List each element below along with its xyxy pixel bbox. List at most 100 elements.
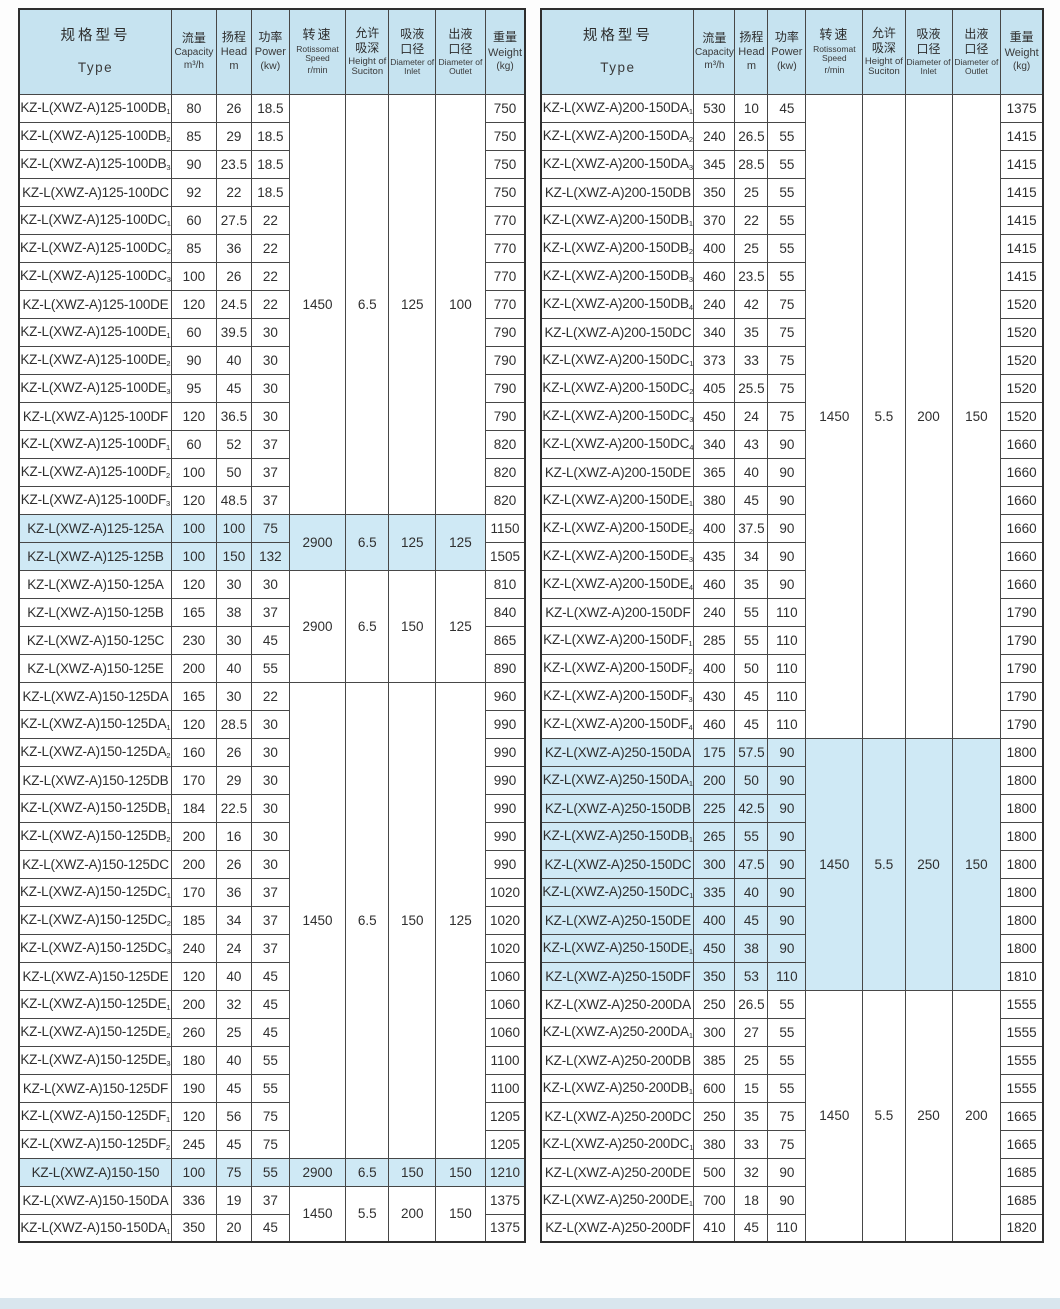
table-row: KZ-L(XWZ-A)125-100DF1 60 52 37 820 (18, 429, 526, 459)
type-subscript: 1 (166, 1115, 171, 1124)
head-cell: 16 (215, 821, 253, 851)
power-cell: 110 (767, 961, 807, 991)
weight-cell: 1375 (484, 1213, 526, 1243)
head-cell: 100 (215, 513, 253, 543)
capacity-cell: 350 (693, 177, 736, 207)
head-cell: 35 (734, 317, 769, 347)
weight-cell: 820 (484, 429, 526, 459)
power-cell: 30 (251, 373, 290, 403)
weight-cell: 1800 (1000, 905, 1044, 935)
type-subscript: 1 (688, 947, 693, 956)
col-header-power: 功率 Power (kw) (251, 8, 290, 95)
head-cell: 19 (215, 1185, 253, 1215)
weight-cell: 750 (484, 177, 526, 207)
type-subscript: 1 (688, 1087, 693, 1096)
power-cell: 30 (251, 569, 290, 599)
weight-cell: 1505 (484, 541, 526, 571)
type-cell: KZ-L(XWZ-A)250-150DE (540, 905, 695, 935)
type-cell: KZ-L(XWZ-A)150-150DA1 (18, 1213, 172, 1243)
type-subscript: 1 (166, 331, 171, 340)
table-row: KZ-L(XWZ-A)150-125DC2 185 34 37 1020 (18, 905, 526, 935)
weight-cell: 750 (484, 121, 526, 151)
head-cell: 30 (215, 625, 253, 655)
table-row: KZ-L(XWZ-A)200-150DF1 285 55 110 1790 (540, 625, 1044, 655)
col-header-outlet-hcn: 出液口径 (964, 27, 989, 56)
type-subscript: 1 (166, 219, 171, 228)
capacity-cell: 365 (693, 457, 736, 487)
capacity-cell: 240 (693, 121, 736, 151)
capacity-cell: 230 (170, 625, 217, 655)
weight-cell: 1020 (484, 905, 526, 935)
table-row: KZ-L(XWZ-A)200-150DC 340 35 75 1520 (540, 317, 1044, 347)
head-cell: 22 (215, 177, 253, 207)
weight-cell: 1660 (1000, 569, 1044, 599)
col-header-outlet: 出液口径 Diameter of Outlet (435, 8, 486, 95)
power-cell: 45 (767, 93, 807, 123)
head-cell: 32 (734, 1157, 769, 1187)
table-row: KZ-L(XWZ-A)125-100DC2 85 36 22 770 (18, 233, 526, 263)
capacity-cell: 240 (693, 289, 736, 319)
power-cell: 30 (251, 317, 290, 347)
head-cell: 26 (215, 93, 253, 123)
weight-cell: 1375 (484, 1185, 526, 1215)
type-cell: KZ-L(XWZ-A)250-150DB1 (540, 821, 695, 851)
capacity-cell: 700 (693, 1185, 736, 1215)
head-cell: 45 (734, 681, 769, 711)
table-row: KZ-L(XWZ-A)200-150DB 350 25 55 1415 (540, 177, 1044, 207)
table-row: KZ-L(XWZ-A)150-125DA2 160 26 30 990 (18, 737, 526, 767)
capacity-cell: 92 (170, 177, 217, 207)
capacity-cell: 60 (170, 205, 217, 235)
head-cell: 26.5 (734, 989, 769, 1019)
type-cell: KZ-L(XWZ-A)200-150DA1 (540, 93, 695, 123)
power-cell: 75 (767, 401, 807, 431)
weight-cell: 1415 (1000, 261, 1044, 291)
head-cell: 23.5 (215, 149, 253, 179)
col-header-capacity-hen: Capacity (694, 47, 734, 59)
weight-cell: 1520 (1000, 373, 1044, 403)
head-cell: 52 (215, 429, 253, 459)
type-subscript: 4 (688, 723, 693, 732)
type-subscript: 1 (688, 779, 693, 788)
head-cell: 45 (734, 709, 769, 739)
suction-height-cell: 5.5 (862, 93, 906, 739)
power-cell: 37 (251, 597, 290, 627)
power-cell: 55 (767, 1073, 807, 1103)
weight-cell: 1210 (484, 1157, 526, 1187)
capacity-cell: 300 (693, 1017, 736, 1047)
weight-cell: 1520 (1000, 345, 1044, 375)
power-cell: 75 (251, 1101, 290, 1131)
head-cell: 40 (215, 961, 253, 991)
capacity-cell: 120 (170, 569, 217, 599)
outlet-diameter-cell: 125 (435, 569, 486, 683)
table-row: KZ-L(XWZ-A)200-150DC2 405 25.5 75 1520 (540, 373, 1044, 403)
type-subscript: 3 (688, 163, 693, 172)
table-row: KZ-L(XWZ-A)200-150DA1 530 10 45 1450 5.5 200 15… (540, 93, 1044, 739)
head-cell: 45 (734, 485, 769, 515)
type-cell: KZ-L(XWZ-A)125-125B (18, 541, 172, 571)
weight-cell: 990 (484, 765, 526, 795)
type-cell: KZ-L(XWZ-A)200-150DB (540, 177, 695, 207)
weight-cell: 1800 (1000, 793, 1044, 823)
bottom-strip (0, 1298, 1060, 1309)
head-cell: 15 (734, 1073, 769, 1103)
type-subscript: 1 (166, 107, 171, 116)
type-cell: KZ-L(XWZ-A)150-125A (18, 569, 172, 599)
type-cell: KZ-L(XWZ-A)125-100DB2 (18, 121, 172, 151)
capacity-cell: 460 (693, 709, 736, 739)
type-cell: KZ-L(XWZ-A)125-100DF (18, 401, 172, 431)
capacity-cell: 120 (170, 289, 217, 319)
col-header-head-hen: Head (738, 46, 765, 59)
type-cell: KZ-L(XWZ-A)250-200DB1 (540, 1073, 695, 1103)
power-cell: 55 (767, 205, 807, 235)
power-cell: 75 (767, 1129, 807, 1159)
table-row: KZ-L(XWZ-A)150-125DE2 260 25 45 1060 (18, 1017, 526, 1047)
table-row: KZ-L(XWZ-A)250-200DE 500 32 90 1685 (540, 1157, 1044, 1187)
table-row: KZ-L(XWZ-A)200-150DA3 345 28.5 55 1415 (540, 149, 1044, 179)
table-row: KZ-L(XWZ-A)200-150DF4 460 45 110 1790 (540, 709, 1044, 739)
power-cell: 45 (251, 1213, 290, 1243)
capacity-cell: 120 (170, 1101, 217, 1131)
table-row: KZ-L(XWZ-A)250-150DE1 450 38 90 1800 (540, 933, 1044, 963)
head-cell: 28.5 (215, 709, 253, 739)
power-cell: 110 (767, 709, 807, 739)
type-subscript: 1 (166, 807, 171, 816)
